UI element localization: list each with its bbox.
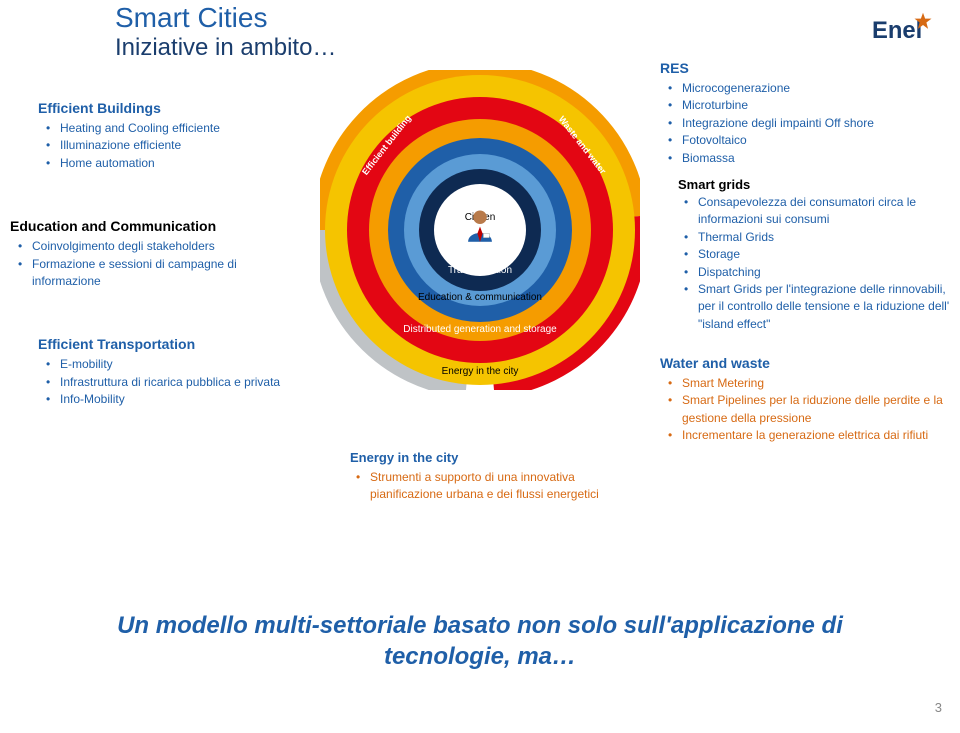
left-block-0: Efficient Buildings Heating and Cooling e…: [38, 100, 290, 172]
water-waste-block: Water and waste Smart MeteringSmart Pipel…: [660, 355, 960, 445]
res-block-title: RES: [660, 60, 960, 76]
bullet: Smart Pipelines per la riduzione delle p…: [672, 392, 960, 427]
bullet: Smart Grids per l'integrazione delle rin…: [688, 281, 960, 333]
footer-text: Un modello multi-settoriale basato non s…: [0, 610, 960, 672]
bullet: Strumenti a supporto di una innovativa p…: [360, 469, 620, 503]
water-waste-block-title: Water and waste: [660, 355, 960, 371]
svg-text:Enel: Enel: [872, 17, 922, 44]
ring-label-3: Transportation: [448, 265, 512, 276]
bullet: Storage: [688, 246, 960, 263]
bullet: Incrementare la generazione elettrica da…: [672, 427, 960, 444]
energy-bullets: Strumenti a supporto di una innovativa p…: [350, 469, 620, 503]
bullet: Dispatching: [688, 264, 960, 281]
left-block-2: Efficient Transportation E-mobilityInfras…: [38, 336, 290, 408]
bullet: Microturbine: [672, 97, 960, 114]
bullet: E-mobility: [50, 356, 290, 373]
smart-grids-block-bullets: Consapevolezza dei consumatori circa le …: [660, 194, 960, 333]
left-block-title: Education and Communication: [10, 218, 290, 234]
res-block-bullets: MicrocogenerazioneMicroturbineIntegrazio…: [660, 80, 960, 167]
ring-label-2: Education & communication: [418, 292, 542, 303]
energy-heading: Energy in the city: [350, 450, 620, 465]
page-subtitle: Iniziative in ambito…: [115, 34, 336, 62]
bullet: Integrazione degli impainti Off shore: [672, 115, 960, 132]
bullet: Thermal Grids: [688, 229, 960, 246]
bullet: Illuminazione efficiente: [50, 137, 290, 154]
bullet: Home automation: [50, 155, 290, 172]
res-block: RES MicrocogenerazioneMicroturbineIntegra…: [660, 60, 960, 167]
bullet: Consapevolezza dei consumatori circa le …: [688, 194, 960, 229]
bullet: Microcogenerazione: [672, 80, 960, 97]
bullet: Smart Metering: [672, 375, 960, 392]
smart-grids-block: Smart grids Consapevolezza dei consumator…: [660, 177, 960, 333]
smart-grids-block-title: Smart grids: [678, 177, 960, 192]
left-block-bullets: Coinvolgimento degli stakeholdersFormazi…: [10, 238, 290, 290]
citizen-icon: [463, 208, 497, 242]
bullet: Heating and Cooling efficiente: [50, 120, 290, 137]
bullet: Biomassa: [672, 150, 960, 167]
page-title: Smart Cities: [115, 2, 336, 34]
bullet: Fotovoltaico: [672, 132, 960, 149]
left-block-bullets: E-mobilityInfrastruttura di ricarica pub…: [38, 356, 290, 408]
footer: Un modello multi-settoriale basato non s…: [0, 610, 960, 672]
bullet: Infrastruttura di ricarica pubblica e pr…: [50, 374, 290, 391]
bullet: Formazione e sessioni di campagne di inf…: [22, 256, 290, 291]
slide-number: 3: [935, 700, 942, 715]
left-block-1: Education and Communication Coinvolgiment…: [10, 218, 290, 290]
concentric-diagram: Energy in the city Distributed generation…: [320, 70, 640, 410]
title-block: Smart Cities Iniziative in ambito…: [115, 2, 336, 62]
bullet: Info-Mobility: [50, 391, 290, 408]
left-column: Efficient Buildings Heating and Cooling e…: [10, 100, 290, 431]
right-column: RES MicrocogenerazioneMicroturbineIntegra…: [660, 60, 960, 467]
left-block-title: Efficient Transportation: [38, 336, 290, 352]
ring-label-0: Energy in the city: [442, 366, 519, 377]
left-block-bullets: Heating and Cooling efficienteIlluminazi…: [38, 120, 290, 172]
ring-label-4: ICT & TLC: [457, 246, 504, 257]
ring-label-1: Distributed generation and storage: [390, 324, 570, 335]
enel-logo: Enel: [872, 8, 940, 53]
energy-in-city-block: Energy in the city Strumenti a supporto …: [350, 450, 620, 503]
water-waste-block-bullets: Smart MeteringSmart Pipelines per la rid…: [660, 375, 960, 445]
bullet: Coinvolgimento degli stakeholders: [22, 238, 290, 255]
left-block-title: Efficient Buildings: [38, 100, 290, 116]
